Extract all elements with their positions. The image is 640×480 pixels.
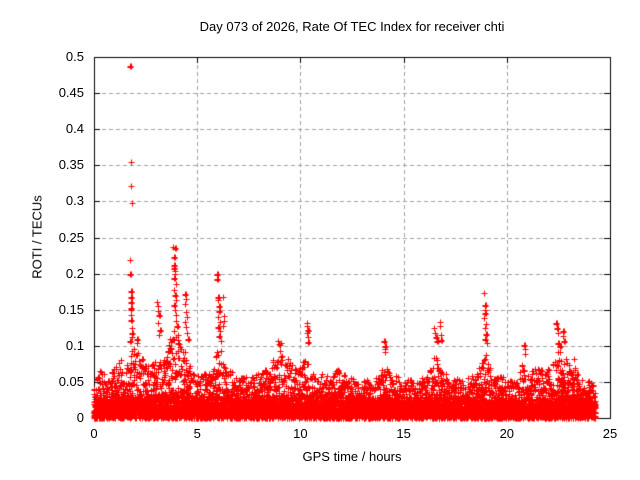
y-tick-label: 0.5 <box>65 49 84 64</box>
x-tick-label: 0 <box>90 426 98 441</box>
y-tick-label: 0.1 <box>65 337 84 353</box>
x-tick-label: 25 <box>602 426 618 441</box>
x-tick-label: 10 <box>293 426 308 441</box>
y-tick-label: 0.35 <box>58 157 84 173</box>
y-tick-label: 0.3 <box>65 193 84 209</box>
y-tick-label: 0.45 <box>58 85 84 101</box>
x-tick-label: 5 <box>193 426 201 441</box>
x-tick-label: 15 <box>396 426 411 441</box>
y-tick-label: 0.4 <box>65 121 84 137</box>
x-axis-label: GPS time / hours <box>302 449 402 464</box>
chart-title: Day 073 of 2026, Rate Of TEC Index for r… <box>199 19 505 34</box>
x-tick-label: 20 <box>499 426 515 441</box>
y-tick-label: 0.05 <box>58 373 84 389</box>
y-tick-label: 0.2 <box>65 265 84 281</box>
y-tick-label: 0 <box>76 410 84 425</box>
y-tick-label: 0.25 <box>58 229 84 245</box>
y-tick-label: 0.15 <box>58 301 84 317</box>
